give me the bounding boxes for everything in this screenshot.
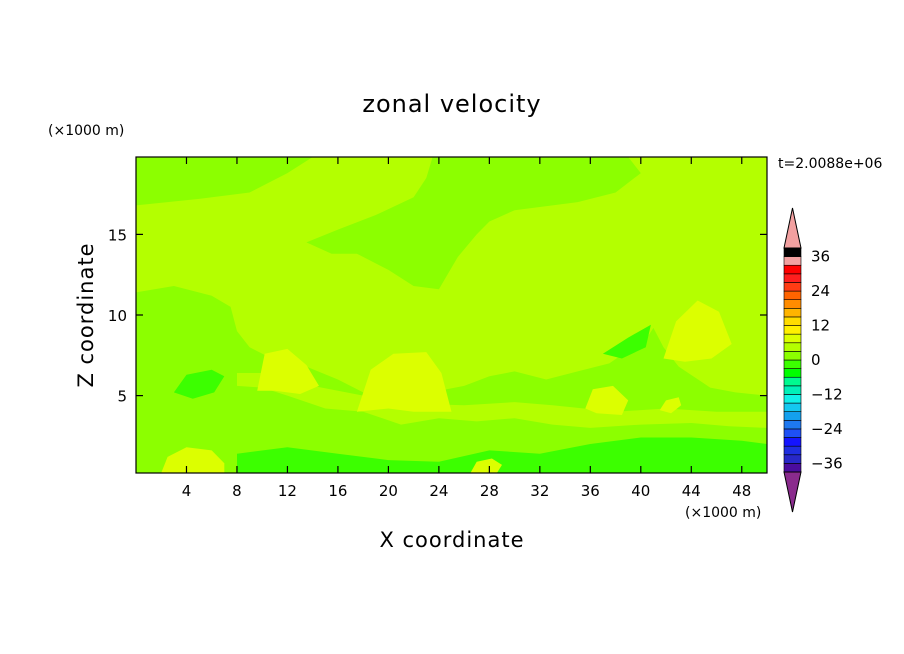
x-tick-label: 20	[379, 482, 398, 500]
colorbar-band	[783, 290, 802, 300]
colorbar-band	[783, 420, 802, 430]
colorbar-tick-label: 0	[811, 351, 821, 369]
contour-region-12	[659, 397, 682, 414]
y-tick-label: 10	[108, 307, 127, 325]
contour-region-7	[602, 324, 651, 359]
colorbar-band	[783, 333, 802, 344]
contour-region-9	[356, 352, 452, 412]
colorbar-band	[783, 256, 802, 266]
colorbar-band	[783, 325, 802, 335]
contour-region-2	[306, 157, 641, 290]
colorbar-tick-label: −12	[811, 385, 843, 403]
colorbar-tick-label: −24	[811, 420, 843, 438]
colorbar-band	[783, 316, 802, 326]
colorbar-band	[783, 376, 802, 387]
x-tick-label: 32	[530, 482, 549, 500]
x-axis-units: (×1000 m)	[685, 505, 761, 521]
x-tick-label: 16	[328, 482, 347, 500]
contour-region-11	[663, 300, 732, 362]
colorbar-band	[783, 282, 802, 292]
x-tick-label: 24	[429, 482, 448, 500]
contour-region-5	[173, 369, 225, 399]
time-label: t=2.0088e+06	[778, 156, 882, 172]
y-axis-units: (×1000 m)	[48, 123, 124, 139]
x-tick-label: 36	[581, 482, 600, 500]
colorbar-tick-label: 24	[811, 282, 830, 300]
colorbar-band	[783, 351, 802, 361]
contour-region-8	[257, 348, 319, 394]
colorbar-band	[783, 299, 802, 309]
y-tick-label: 15	[108, 226, 127, 244]
colorbar-tick-label: 36	[811, 248, 830, 266]
colorbar-band	[783, 359, 802, 369]
colorbar-band	[783, 394, 802, 404]
plot-area	[136, 157, 767, 473]
chart-title: zonal velocity	[362, 90, 541, 118]
x-axis-ticks: 4 8 12 16 20 24 28 32 36 40 44 48	[182, 157, 751, 500]
x-tick-label: 40	[631, 482, 650, 500]
colorbar-band	[783, 308, 802, 318]
x-tick-label: 44	[682, 482, 701, 500]
x-tick-label: 28	[480, 482, 499, 500]
colorbar-band	[783, 402, 802, 412]
colorbar: 36 24 12 0 −12 −24 −36	[783, 207, 843, 513]
y-axis-label: Z coordinate	[74, 242, 98, 387]
colorbar-band	[783, 463, 802, 473]
colorbar-band	[783, 445, 802, 456]
colorbar-tick-label: −36	[811, 454, 843, 472]
colorbar-band	[783, 273, 802, 283]
colorbar-band	[783, 437, 802, 447]
x-tick-label: 12	[278, 482, 297, 500]
colorbar-band	[783, 385, 802, 395]
contour-region-1	[136, 157, 313, 206]
contour-region-10	[585, 385, 629, 415]
colorbar-band	[783, 264, 802, 275]
colorbar-tick-label: 12	[811, 317, 830, 335]
colorbar-band	[783, 368, 802, 378]
contour-region-14	[470, 458, 502, 473]
colorbar-band	[783, 454, 802, 464]
contour-region-13	[161, 447, 225, 473]
x-axis-label: X coordinate	[379, 528, 524, 552]
colorbar-lower-arrow	[783, 471, 802, 513]
x-tick-label: 8	[232, 482, 242, 500]
colorbar-band	[783, 247, 802, 257]
contour-regions	[136, 157, 767, 473]
colorbar-band	[783, 428, 802, 438]
contour-region-4	[237, 373, 767, 428]
y-tick-label: 5	[117, 388, 127, 406]
colorbar-band	[783, 342, 802, 352]
contour-region-6	[237, 437, 767, 473]
x-tick-label: 4	[182, 482, 192, 500]
colorbar-band	[783, 411, 802, 421]
x-tick-label: 48	[732, 482, 751, 500]
y-axis-ticks: 5 10 15	[108, 226, 767, 406]
